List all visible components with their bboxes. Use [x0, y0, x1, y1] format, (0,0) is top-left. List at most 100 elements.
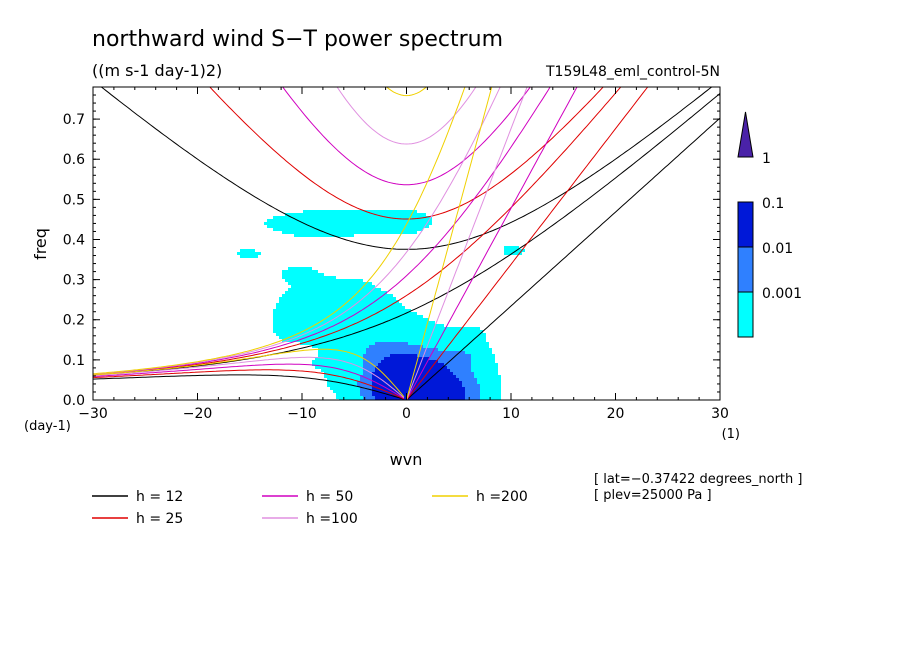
- contour-cell: [372, 387, 465, 390]
- inertio-gravity-curve-h200: [385, 87, 428, 97]
- contour-cell: [375, 342, 408, 345]
- contour-cell: [408, 342, 489, 345]
- contour-cell: [294, 234, 354, 237]
- legend: h = 12 h = 25 h = 50 h =100 h =200: [92, 489, 528, 527]
- contour-cell: [444, 363, 471, 366]
- contour-cell: [465, 393, 480, 396]
- kelvin-curve-h100: [406, 87, 528, 400]
- contour-cell: [471, 357, 495, 360]
- kelvin-curve-h200: [406, 87, 493, 400]
- inertio-gravity-curve-h25: [209, 87, 604, 220]
- dispersion-curves: [93, 87, 720, 400]
- contour-cell: [504, 246, 519, 249]
- contour-cell: [330, 387, 360, 390]
- contour-cell: [465, 390, 480, 393]
- colorbar-arrow: [737, 111, 754, 158]
- contour-cell: [312, 345, 369, 348]
- contour-cell: [315, 366, 363, 369]
- contour-cell: [363, 366, 375, 369]
- contour-cell: [447, 366, 471, 369]
- contour-cell: [465, 396, 480, 399]
- contour-cell: [366, 351, 465, 354]
- y-tick-label: 0.0: [63, 393, 85, 409]
- kelvin-curve-h12: [406, 117, 720, 400]
- y-tick-label: 0.7: [63, 112, 85, 128]
- contour-cell: [264, 222, 432, 225]
- contour-cell: [378, 363, 444, 366]
- contour-cell: [504, 252, 522, 255]
- inertio-gravity-curve-h50: [282, 87, 531, 186]
- x-axis-label: wvn: [390, 450, 423, 469]
- contour-cell: [381, 360, 438, 363]
- contour-cell: [471, 360, 495, 363]
- contour-cell: [336, 396, 363, 399]
- contour-cell: [360, 390, 372, 393]
- contour-cell: [474, 375, 501, 378]
- contour-cell: [438, 348, 492, 351]
- chart-title: northward wind S−T power spectrum: [92, 27, 503, 52]
- contour-cell: [372, 384, 462, 387]
- contour-cell: [480, 384, 501, 387]
- contour-cell: [300, 342, 375, 345]
- contour-cell: [273, 216, 432, 219]
- legend-label: h =100: [306, 511, 358, 527]
- x-tick-label: −30: [78, 406, 108, 422]
- contour-cell: [288, 288, 381, 291]
- contour-cell: [282, 276, 336, 279]
- plev-annotation: [ plev=25000 Pa ]: [594, 488, 712, 503]
- y-unit-label: (day-1): [24, 419, 71, 434]
- y-axis-ticks: 0.0 0.1 0.2 0.3 0.4 0.5 0.6 0.7: [63, 94, 720, 409]
- contour-cell: [456, 375, 474, 378]
- contour-cell: [273, 309, 411, 312]
- contour-cell: [357, 384, 372, 387]
- contour-cell: [372, 381, 462, 384]
- x-tick-label: 20: [607, 406, 625, 422]
- contour-cell: [462, 384, 480, 387]
- contour-cell: [303, 210, 417, 213]
- rossby-curve-h100: [93, 356, 405, 399]
- colorbar-segment: [737, 246, 754, 293]
- contour-cell: [477, 378, 501, 381]
- contour-cell: [267, 225, 429, 228]
- rossby-curve-h12: [93, 374, 405, 400]
- contour-cell: [267, 219, 432, 222]
- colorbar-segment: [737, 291, 754, 338]
- contour-cell: [450, 369, 471, 372]
- contour-cell: [360, 375, 372, 378]
- contour-cell: [459, 378, 477, 381]
- colorbar-label: 0.1: [762, 196, 784, 212]
- contour-cell: [471, 369, 498, 372]
- contour-cell: [327, 381, 357, 384]
- contour-cell: [318, 348, 366, 351]
- contour-cell: [279, 297, 396, 300]
- contour-cell: [324, 372, 363, 375]
- contour-cell: [315, 357, 363, 360]
- contour-cell: [438, 360, 471, 363]
- contour-cell: [375, 366, 447, 369]
- legend-label: h = 25: [136, 511, 183, 527]
- colorbar-label: 0.001: [762, 286, 802, 302]
- rossby-curve-h50: [93, 363, 405, 399]
- legend-label: h = 12: [136, 489, 183, 505]
- contour-cell: [273, 330, 483, 333]
- contour-cell: [285, 279, 363, 282]
- contour-cell: [291, 285, 375, 288]
- contour-cell: [471, 363, 498, 366]
- contour-cell: [480, 387, 501, 390]
- contour-cell: [279, 336, 486, 339]
- contour-cell: [276, 303, 402, 306]
- contour-cell: [372, 375, 456, 378]
- kelvin-curve-h25: [406, 87, 649, 400]
- contour-cell: [282, 231, 417, 234]
- contour-cell: [465, 351, 492, 354]
- contour-cell: [312, 363, 363, 366]
- y-tick-label: 0.4: [63, 232, 85, 248]
- units-label: ((m s-1 day-1)2): [92, 61, 222, 80]
- contour-cell: [363, 363, 378, 366]
- contour-cell: [273, 324, 444, 327]
- contour-cell: [273, 315, 423, 318]
- colorbar-label: 0.01: [762, 241, 793, 257]
- contour-cell: [273, 327, 480, 330]
- contour-cell: [474, 372, 498, 375]
- contour-cell: [363, 354, 390, 357]
